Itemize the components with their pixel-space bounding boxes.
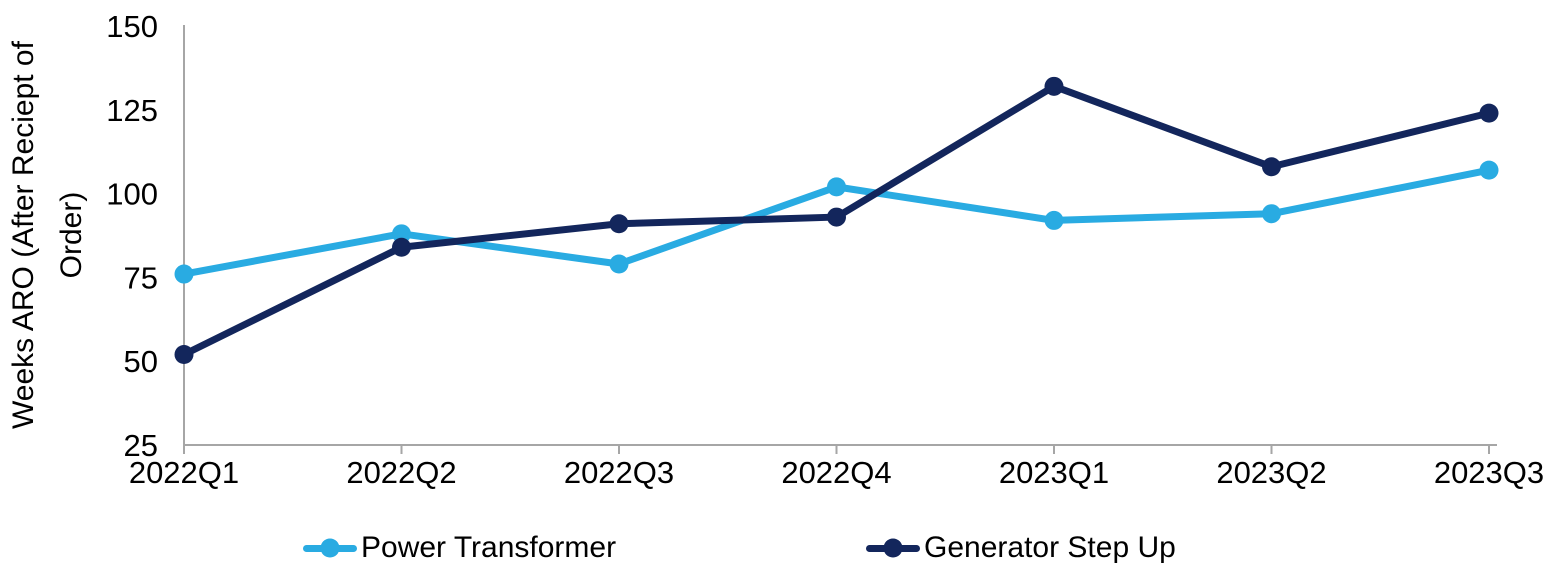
y-tick-label: 25 bbox=[124, 428, 158, 463]
x-tick-label: 2022Q4 bbox=[781, 455, 891, 490]
x-tick-label: 2023Q1 bbox=[999, 455, 1109, 490]
data-point-power-transformer bbox=[1262, 204, 1281, 224]
data-point-power-transformer bbox=[609, 254, 629, 274]
legend-line-marker-icon bbox=[866, 538, 920, 558]
data-point-power-transformer bbox=[1479, 160, 1499, 180]
x-tick-label: 2022Q1 bbox=[129, 455, 239, 490]
x-tick-label: 2022Q3 bbox=[564, 455, 674, 490]
y-tick-label: 150 bbox=[106, 9, 158, 44]
x-tick-label: 2023Q2 bbox=[1216, 455, 1326, 490]
legend: Power Transformer Generator Step Up bbox=[0, 531, 1561, 565]
x-tick-label: 2022Q2 bbox=[346, 455, 456, 490]
data-point-generator-step-up bbox=[392, 237, 411, 257]
legend-line-marker-icon bbox=[303, 538, 357, 558]
data-point-power-transformer bbox=[1044, 210, 1064, 230]
data-point-generator-step-up bbox=[609, 214, 629, 234]
legend-item-generator-step-up: Generator Step Up bbox=[866, 531, 1176, 565]
data-point-power-transformer bbox=[827, 177, 846, 197]
legend-label: Generator Step Up bbox=[924, 531, 1176, 564]
y-tick-label: 75 bbox=[124, 260, 158, 295]
y-axis-title: Weeks ARO (After Reciept of Order) bbox=[7, 41, 88, 429]
legend-dot-icon bbox=[883, 538, 903, 558]
y-tick-label: 100 bbox=[106, 177, 158, 212]
data-point-power-transformer bbox=[174, 264, 194, 284]
data-point-generator-step-up bbox=[1262, 157, 1281, 177]
legend-item-power-transformer: Power Transformer bbox=[303, 531, 616, 565]
data-point-generator-step-up bbox=[827, 207, 846, 227]
data-point-generator-step-up bbox=[1044, 76, 1064, 96]
legend-dot-icon bbox=[320, 538, 340, 558]
x-tick-label: 2023Q3 bbox=[1434, 455, 1544, 490]
data-point-generator-step-up bbox=[174, 344, 194, 364]
data-point-power-transformer bbox=[392, 224, 411, 244]
legend-label: Power Transformer bbox=[361, 531, 617, 564]
y-tick-label: 50 bbox=[124, 344, 158, 379]
data-point-generator-step-up bbox=[1479, 103, 1499, 123]
y-tick-label: 125 bbox=[106, 93, 158, 128]
